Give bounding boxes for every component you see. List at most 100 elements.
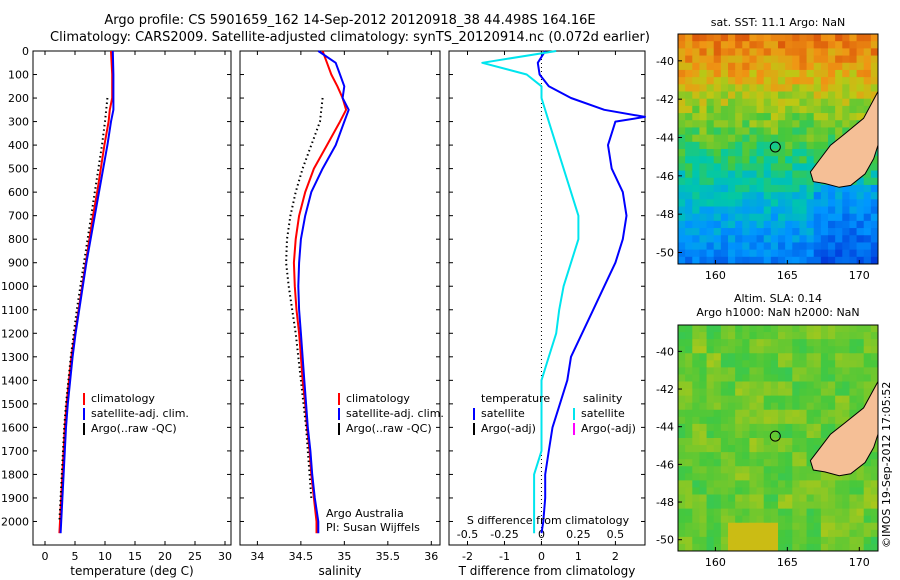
heatmap-cell	[799, 466, 808, 474]
heatmap-cell	[728, 325, 736, 333]
heatmap-cell	[820, 62, 829, 71]
heatmap-cell	[770, 242, 779, 251]
heatmap-cell	[685, 41, 693, 49]
heatmap-cell	[706, 325, 715, 333]
heatmap-cell	[763, 34, 772, 42]
heatmap-cell	[849, 228, 858, 236]
heatmap-cell	[870, 360, 879, 368]
heatmap-cell	[685, 416, 693, 425]
heatmap-cell	[778, 206, 786, 215]
heatmap-cell	[706, 522, 715, 531]
heatmap-cell	[728, 213, 736, 222]
heatmap-cell	[785, 360, 793, 368]
heatmap-cell	[713, 487, 722, 495]
heatmap-cell	[778, 192, 786, 200]
heatmap-cell	[742, 256, 750, 265]
heatmap-cell	[792, 55, 800, 64]
heatmap-cell	[692, 84, 700, 92]
heatmap-cell	[749, 34, 758, 42]
heatmap-cell	[706, 332, 715, 340]
climatology-title: Climatology: CARS2009. Satellite-adjuste…	[50, 30, 650, 45]
heatmap-cell	[770, 522, 779, 531]
heatmap-cell	[856, 41, 865, 49]
heatmap-cell	[778, 543, 786, 552]
heatmap-cell	[749, 480, 758, 488]
heatmap-cell	[735, 402, 743, 411]
heatmap-cell	[720, 156, 729, 164]
heatmap-cell	[756, 105, 765, 114]
heatmap-cell	[720, 402, 729, 411]
heatmap-cell	[713, 48, 722, 57]
heatmap-cell	[685, 199, 693, 207]
heatmap-cell	[785, 91, 793, 100]
heatmap-cell	[806, 156, 815, 164]
heatmap-cell	[785, 409, 793, 418]
x-tick-label: 36	[424, 550, 438, 563]
heatmap-cell	[728, 55, 736, 64]
heatmap-cell	[813, 235, 822, 243]
heatmap-cell	[770, 199, 779, 207]
heatmap-cell	[706, 62, 715, 71]
heatmap-cell	[785, 170, 793, 179]
heatmap-cell	[735, 235, 743, 243]
heatmap-cell	[713, 452, 722, 460]
heatmap-cell	[849, 199, 858, 207]
heatmap-cell	[863, 466, 872, 474]
map-x-tick-label: 170	[849, 556, 870, 569]
heatmap-cell	[756, 55, 765, 64]
heatmap-cell	[792, 367, 800, 375]
heatmap-cell	[742, 416, 750, 425]
heatmap-cell	[699, 353, 708, 361]
heatmap-cell	[799, 423, 808, 432]
heatmap-cell	[770, 256, 779, 265]
heatmap-cell	[799, 77, 808, 85]
y-tick-label: 1700	[1, 445, 29, 458]
heatmap-cell	[842, 84, 850, 92]
heatmap-cell	[749, 177, 758, 186]
heatmap-cell	[806, 235, 815, 243]
x-tick-label: 35	[337, 550, 351, 563]
heatmap-cell	[835, 127, 843, 136]
heatmap-cell	[763, 242, 772, 251]
heatmap-cell	[778, 487, 786, 495]
heatmap-cell	[742, 480, 750, 488]
heatmap-cell	[828, 508, 836, 517]
heatmap-cell	[849, 77, 858, 85]
heatmap-cell	[685, 177, 693, 186]
heatmap-cell	[806, 423, 815, 432]
heatmap-cell	[806, 466, 815, 474]
heatmap-cell	[770, 149, 779, 157]
heatmap-cell	[692, 77, 700, 85]
heatmap-cell	[685, 256, 693, 265]
heatmap-cell	[799, 353, 808, 361]
heatmap-cell	[706, 480, 715, 488]
heatmap-cell	[828, 55, 836, 64]
heatmap-cell	[835, 84, 843, 92]
heatmap-cell	[785, 367, 793, 375]
heatmap-cell	[835, 346, 843, 354]
heatmap-cell	[706, 543, 715, 552]
heatmap-cell	[685, 91, 693, 100]
heatmap-cell	[863, 459, 872, 467]
heatmap-cell	[713, 423, 722, 432]
heatmap-cell	[813, 55, 822, 64]
heatmap-cell	[806, 438, 815, 446]
heatmap-cell	[685, 508, 693, 517]
heatmap-cell	[685, 170, 693, 179]
heatmap-cell	[842, 55, 850, 64]
y-tick-label: 700	[8, 210, 29, 223]
heatmap-cell	[785, 452, 793, 460]
heatmap-cell	[849, 374, 858, 382]
heatmap-cell	[756, 177, 765, 186]
heatmap-cell	[692, 353, 700, 361]
heatmap-cell	[749, 184, 758, 193]
heatmap-cell	[735, 459, 743, 467]
heatmap-cell	[706, 55, 715, 64]
heatmap-cell	[813, 430, 822, 439]
heatmap-cell	[763, 192, 772, 200]
heatmap-cell	[778, 77, 786, 85]
heatmap-cell	[792, 34, 800, 42]
heatmap-cell	[735, 134, 743, 143]
heatmap-cell	[720, 127, 729, 136]
heatmap-cell	[856, 55, 865, 64]
